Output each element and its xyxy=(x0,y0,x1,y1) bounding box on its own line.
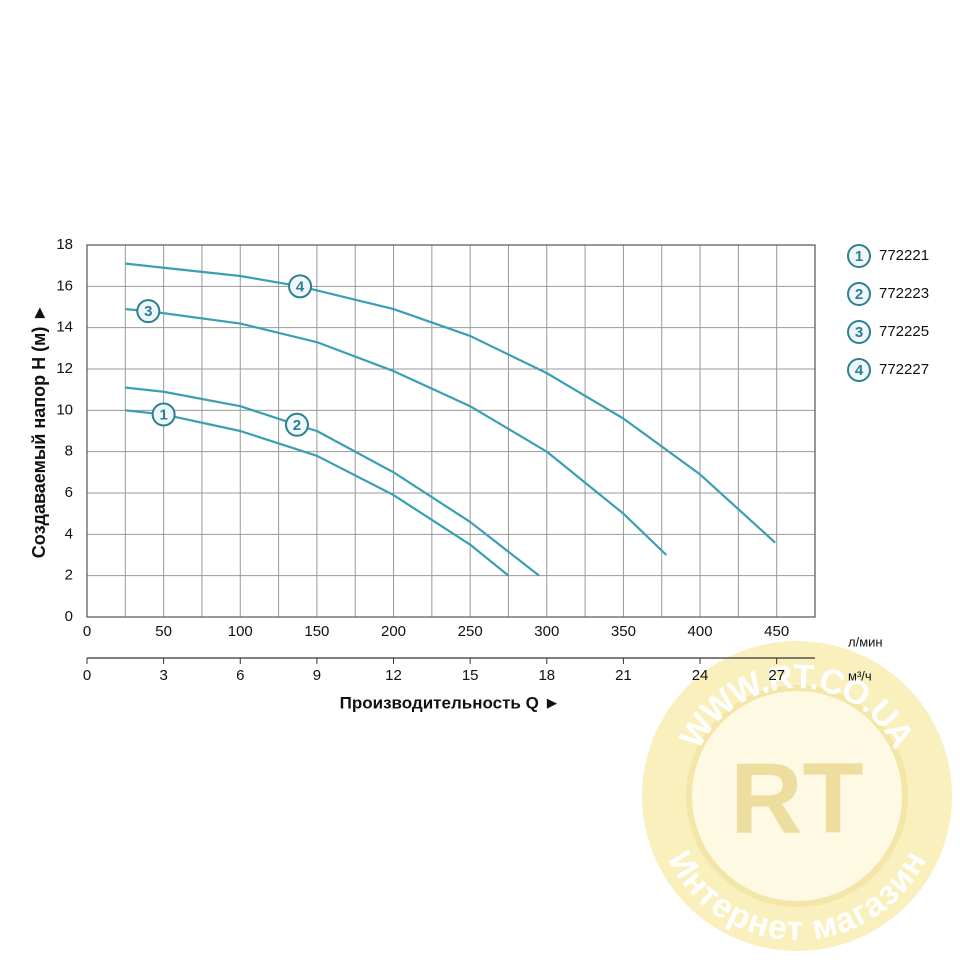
series-badge-circle xyxy=(151,402,176,427)
y-tick-label: 4 xyxy=(65,525,73,542)
series-badge-circle xyxy=(136,299,161,324)
x-tick-label: 150 xyxy=(304,623,329,640)
legend-badge-circle xyxy=(847,244,871,268)
x-tick-label: 50 xyxy=(155,623,172,640)
y-tick-label: 18 xyxy=(56,236,73,253)
legend-badge: 2 xyxy=(855,286,863,303)
legend-badge-circle xyxy=(847,282,871,306)
watermark-disc xyxy=(642,641,952,951)
x2-tick-label: 18 xyxy=(538,667,555,684)
watermark-logo: RT xyxy=(730,742,863,854)
y-tick-label: 10 xyxy=(56,401,73,418)
legend-badge: 1 xyxy=(855,248,863,265)
legend-badge-circle xyxy=(847,358,871,382)
y-tick-label: 8 xyxy=(65,443,73,460)
series-badge-circle xyxy=(284,412,309,437)
y-tick-label: 14 xyxy=(56,319,73,336)
x-tick-label: 200 xyxy=(381,623,406,640)
x2-unit: м³/ч xyxy=(848,668,872,683)
series-line xyxy=(125,386,540,577)
series-badge: 4 xyxy=(296,278,305,295)
x-tick-label: 0 xyxy=(83,623,91,640)
x2-tick-label: 6 xyxy=(236,667,244,684)
y-tick-label: 2 xyxy=(65,567,73,584)
x-tick-label: 300 xyxy=(534,623,559,640)
y-tick-label: 6 xyxy=(65,484,73,501)
series-badge: 3 xyxy=(144,303,152,320)
x-tick-label: 250 xyxy=(458,623,483,640)
x2-tick-label: 3 xyxy=(159,667,167,684)
series-badge: 1 xyxy=(159,406,167,423)
x2-tick-label: 27 xyxy=(768,667,785,684)
y-axis-title: Создаваемый напор H (м) ► xyxy=(29,304,49,558)
x2-tick-label: 21 xyxy=(615,667,632,684)
x-tick-label: 450 xyxy=(764,623,789,640)
legend-label: 772221 xyxy=(879,247,929,264)
legend-label: 772223 xyxy=(879,285,929,302)
x-unit: л/мин xyxy=(848,634,883,649)
watermark-inner xyxy=(686,685,908,907)
series-badge-circle xyxy=(288,274,313,299)
x2-tick-label: 0 xyxy=(83,667,91,684)
legend-badge: 4 xyxy=(855,362,864,379)
x2-tick-label: 24 xyxy=(692,667,709,684)
legend-label: 772225 xyxy=(879,323,929,340)
series-line xyxy=(125,307,668,556)
legend-label: 772227 xyxy=(879,361,929,378)
x2-tick-label: 15 xyxy=(462,667,479,684)
y-tick-label: 12 xyxy=(56,360,73,377)
x-tick-label: 100 xyxy=(228,623,253,640)
plot-frame xyxy=(86,244,816,618)
y-tick-label: 0 xyxy=(65,608,73,625)
x-tick-label: 350 xyxy=(611,623,636,640)
series-badge: 2 xyxy=(293,417,301,434)
legend-badge-circle xyxy=(847,320,871,344)
series-line xyxy=(125,262,776,544)
x-tick-label: 400 xyxy=(688,623,713,640)
y-tick-label: 16 xyxy=(56,277,73,294)
x2-tick-label: 12 xyxy=(385,667,402,684)
x-axis-title: Производительность Q ► xyxy=(340,693,561,712)
legend-badge: 3 xyxy=(855,324,863,341)
x2-tick-label: 9 xyxy=(313,667,321,684)
watermark: WWW.RT.CO.UA Интернет магазин RT xyxy=(642,641,952,951)
